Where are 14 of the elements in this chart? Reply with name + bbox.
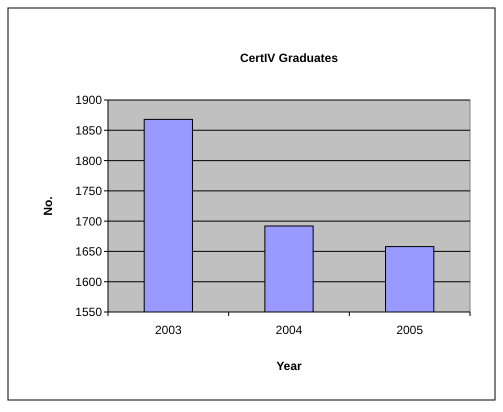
y-axis-title: No.	[41, 196, 55, 216]
y-tick-label: 1650	[75, 244, 102, 259]
x-tick-label: 2005	[396, 323, 424, 337]
x-axis-title: Year	[276, 359, 302, 373]
x-tick-label: 2004	[276, 323, 303, 337]
x-tick-label: 2003	[154, 323, 182, 337]
y-tick-label: 1750	[75, 184, 102, 198]
y-tick-label: 1550	[75, 305, 102, 320]
chart-title: CertIV Graduates	[240, 51, 338, 65]
y-tick-label: 1600	[75, 274, 102, 289]
y-tick-label: 1700	[75, 214, 102, 228]
y-tick-label: 1900	[75, 93, 102, 108]
y-tick-label: 1850	[75, 123, 102, 138]
y-tick-label: 1800	[75, 154, 102, 168]
